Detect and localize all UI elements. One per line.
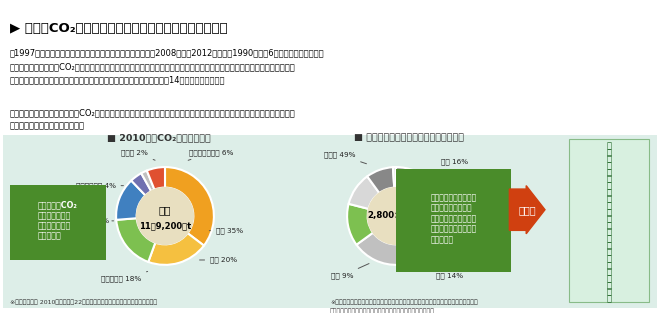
Text: 業務部門のCO₂
排出量は大きな
ウェイトを占め
ています。: 業務部門のCO₂ 排出量は大きな ウェイトを占め ています。 [38,201,78,241]
Wedge shape [348,177,380,209]
Wedge shape [116,218,155,262]
Text: ※出典：環境省 2010年度（平成22年度）の温室効果ガス排出量（確定値）資料: ※出典：環境省 2010年度（平成22年度）の温室効果ガス排出量（確定値）資料 [10,299,157,305]
Text: 資源エネルギー庁「総合エネルギー統計」により推計: 資源エネルギー庁「総合エネルギー統計」により推計 [330,309,435,313]
Text: 業務その他 18%: 業務その他 18% [101,271,148,282]
Wedge shape [393,167,396,188]
Text: 合計: 合計 [159,205,171,215]
Text: 注: 注 [607,241,611,250]
Text: 、: 、 [607,148,611,157]
Text: ト: ト [607,188,611,197]
Text: ■ 民生業務部門のエネルギー消費の内訳: ■ 民生業務部門のエネルギー消費の内訳 [354,133,463,142]
Text: 今: 今 [607,141,611,151]
Text: 暖房 16%: 暖房 16% [432,159,468,175]
Text: プ: プ [607,208,611,217]
Text: 冷房 11%: 冷房 11% [442,199,477,206]
Text: 厨房 9%: 厨房 9% [331,264,369,279]
Text: 民生業務部門の給湯の
消費エネルギーも照
明・冷暖房と同様に省
エネを図らなければな
りません。: 民生業務部門の給湯の 消費エネルギーも照 明・冷暖房と同様に省 エネを図らなけれ… [430,193,477,244]
Text: ※出典：（財）日本エネルギー経済研究所「エネルギー・経済統計要覧」をもとに作成: ※出典：（財）日本エネルギー経済研究所「エネルギー・経済統計要覧」をもとに作成 [330,299,478,305]
Wedge shape [116,181,145,220]
FancyBboxPatch shape [0,133,660,310]
Text: す: す [607,288,611,296]
Wedge shape [141,171,154,191]
Text: て: て [607,268,611,277]
Text: さ: さ [607,254,611,263]
Text: ！: ！ [607,294,611,303]
Text: 湯: 湯 [607,221,611,230]
Wedge shape [347,204,373,245]
Text: い: い [607,274,611,283]
FancyBboxPatch shape [393,167,513,275]
Text: ヒ: ヒ [607,175,611,184]
Wedge shape [131,173,151,195]
Text: ポ: ポ [607,195,611,203]
Text: 動力他 49%: 動力他 49% [324,151,366,164]
FancyBboxPatch shape [569,139,649,302]
Text: ン: ン [607,201,611,210]
Text: 用: 用 [607,168,611,177]
Text: が: が [607,234,611,244]
Text: 業: 業 [607,155,611,164]
Circle shape [368,187,424,244]
Text: 運輸 20%: 運輸 20% [199,257,237,263]
Text: ■ 2010年度CO₂排出量部門別: ■ 2010年度CO₂排出量部門別 [107,133,211,142]
Text: ま: ま [607,281,611,290]
Text: ー: ー [607,181,611,190]
Text: 機: 機 [607,228,611,237]
Text: 2,800×10¹⁵J: 2,800×10¹⁵J [368,212,424,220]
Text: 11億9,200万t: 11億9,200万t [139,221,191,230]
Wedge shape [148,233,204,265]
FancyBboxPatch shape [8,183,108,261]
Text: 工業プロセス 4%: 工業プロセス 4% [75,182,123,189]
Text: エネルギー転換 6%: エネルギー転換 6% [188,149,234,160]
Wedge shape [147,167,165,190]
Text: 給: 給 [607,214,611,223]
Text: エネルギー消費効率が高く、CO₂排出量を大幅に削減することが出来るヒートポンプ給湯機の普及拡大が地球温暖化対策の
切り札として注目されています。: エネルギー消費効率が高く、CO₂排出量を大幅に削減することが出来るヒートポンプ給… [10,108,296,131]
Text: ▶ 日本のCO₂排出量の現状と給湯エネルギー消費の実態: ▶ 日本のCO₂排出量の現状と給湯エネルギー消費の実態 [10,22,228,35]
Text: 目: 目 [607,248,611,257]
Text: だから: だから [519,205,537,215]
Text: れ: れ [607,261,611,270]
Wedge shape [367,167,394,193]
Wedge shape [356,233,399,265]
Text: 務: 務 [607,162,611,170]
Wedge shape [396,167,445,265]
Circle shape [137,187,193,244]
Text: 廃棄物 2%: 廃棄物 2% [121,149,155,160]
Text: 産業 35%: 産業 35% [209,227,243,234]
Text: 1997年の京都議定書の発効を受け、温室効果ガス排出量を2008年から2012年の間に1990年比で6％削減を目標に掲げて
います。目標達成にはCO₂排出量の比: 1997年の京都議定書の発効を受け、温室効果ガス排出量を2008年から2012年… [10,49,325,84]
FancyArrow shape [510,186,545,234]
Text: 家庭 14%: 家庭 14% [82,218,114,224]
Wedge shape [165,167,214,246]
Text: 給湯 14%: 給湯 14% [423,268,463,279]
